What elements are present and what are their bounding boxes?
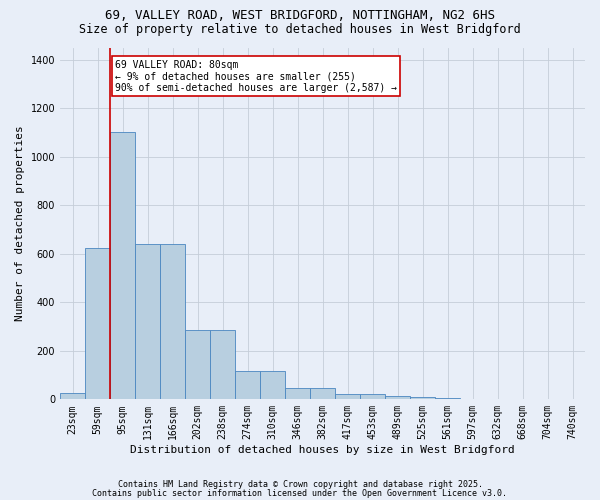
Bar <box>85 248 110 400</box>
Bar <box>185 330 210 400</box>
Text: Contains HM Land Registry data © Crown copyright and database right 2025.: Contains HM Land Registry data © Crown c… <box>118 480 482 489</box>
Text: Size of property relative to detached houses in West Bridgford: Size of property relative to detached ho… <box>79 22 521 36</box>
Bar <box>460 398 485 400</box>
Bar <box>110 132 135 400</box>
Bar <box>135 244 160 400</box>
Bar <box>335 394 360 400</box>
Text: Contains public sector information licensed under the Open Government Licence v3: Contains public sector information licen… <box>92 489 508 498</box>
Bar <box>435 398 460 400</box>
Bar <box>210 330 235 400</box>
Bar <box>235 372 260 400</box>
Bar <box>310 388 335 400</box>
Bar <box>260 372 285 400</box>
Bar <box>385 396 410 400</box>
Bar <box>360 394 385 400</box>
Text: 69 VALLEY ROAD: 80sqm
← 9% of detached houses are smaller (255)
90% of semi-deta: 69 VALLEY ROAD: 80sqm ← 9% of detached h… <box>115 60 397 93</box>
Bar <box>285 388 310 400</box>
Text: 69, VALLEY ROAD, WEST BRIDGFORD, NOTTINGHAM, NG2 6HS: 69, VALLEY ROAD, WEST BRIDGFORD, NOTTING… <box>105 9 495 22</box>
Bar <box>160 244 185 400</box>
Bar <box>60 394 85 400</box>
X-axis label: Distribution of detached houses by size in West Bridgford: Distribution of detached houses by size … <box>130 445 515 455</box>
Y-axis label: Number of detached properties: Number of detached properties <box>15 126 25 322</box>
Bar <box>410 397 435 400</box>
